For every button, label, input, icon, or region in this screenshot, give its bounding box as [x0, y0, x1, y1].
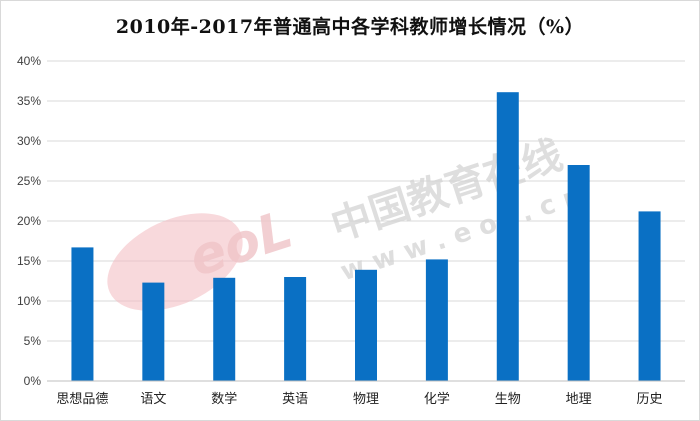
- bar-8: [567, 165, 590, 381]
- bars: [71, 92, 661, 381]
- x-tick-label: 生物: [495, 392, 521, 407]
- bar-1: [71, 247, 94, 381]
- x-tick-label: 语文: [140, 392, 166, 407]
- bar-9: [638, 211, 661, 381]
- y-tick-label: 40%: [17, 54, 41, 68]
- x-tick-label: 数学: [211, 391, 237, 407]
- x-tick-label: 化学: [424, 391, 450, 407]
- bar-2: [142, 282, 165, 381]
- y-tick-label: 35%: [17, 94, 41, 108]
- y-tick-label: 30%: [17, 134, 41, 148]
- y-tick-label: 10%: [17, 294, 41, 308]
- x-tick-label: 物理: [353, 392, 379, 407]
- y-tick-label: 15%: [17, 254, 41, 268]
- bar-5: [355, 269, 377, 381]
- x-tick-label: 地理: [566, 392, 592, 407]
- bar-3: [213, 277, 236, 381]
- x-tick-label: 思想品德: [56, 391, 108, 407]
- x-tick-label: 历史: [637, 392, 663, 407]
- y-tick-label: 0%: [24, 374, 42, 388]
- bar-7: [496, 92, 519, 381]
- y-tick-label: 5%: [24, 334, 42, 348]
- bar-4: [284, 277, 307, 381]
- y-tick-label: 20%: [17, 214, 41, 228]
- y-tick-label: 25%: [17, 174, 41, 188]
- watermark-logo-text: eoL: [182, 200, 300, 289]
- bar-6: [425, 259, 448, 381]
- axes: 0% 5% 10% 15% 20% 25% 30% 35% 40% 思想品德 语文 数学 英语 物理 化学 生…: [17, 54, 685, 407]
- x-tick-label: 英语: [282, 392, 308, 407]
- chart-title: 2010年-2017年普通高中各学科教师增长情况（%）: [115, 16, 585, 38]
- watermark-logo-swoosh: [107, 213, 243, 311]
